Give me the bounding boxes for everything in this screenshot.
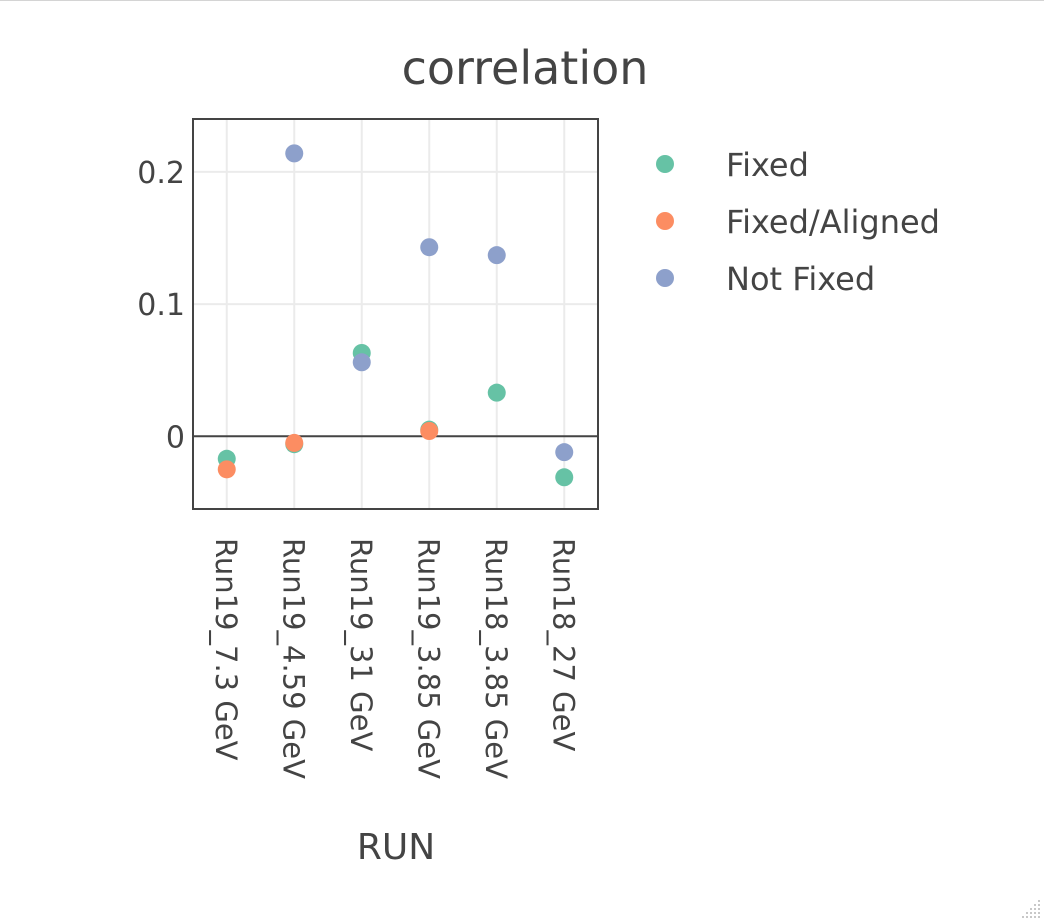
x-tick-label: Run19_3.85 GeV [411, 538, 445, 779]
point-not-fixed-1 [285, 144, 304, 163]
x-tick-label: Run18_3.85 GeV [479, 538, 513, 779]
legend-item-fixed-aligned[interactable]: Fixed/Aligned [656, 203, 940, 241]
plot-border [192, 118, 599, 510]
resize-grip-icon[interactable] [1016, 896, 1042, 922]
plot-background [193, 119, 598, 509]
legend-marker [656, 212, 674, 230]
legend-item-fixed[interactable]: Fixed [656, 146, 809, 184]
point-fixed-4 [487, 383, 506, 402]
chart-title: correlation [402, 41, 649, 95]
x-tick-label: Run19_31 GeV [344, 538, 378, 751]
legend-item-not-fixed[interactable]: Not Fixed [656, 260, 875, 298]
x-tick-label: Run19_4.59 GeV [276, 538, 310, 779]
point-fixed-5 [555, 468, 574, 487]
data-points [217, 144, 574, 487]
y-axis-ticks: 0 0.1 0.2 [137, 156, 185, 455]
plot-area [192, 118, 599, 510]
point-fixed-aligned-3 [420, 422, 439, 440]
point-not-fixed-4 [487, 246, 506, 265]
y-tick-label: 0 [166, 420, 185, 455]
x-axis-label: RUN [357, 827, 435, 868]
point-not-fixed-3 [420, 238, 439, 257]
top-border [0, 0, 1044, 1]
legend-label: Not Fixed [726, 260, 875, 298]
legend[interactable]: Fixed Fixed/Aligned Not Fixed [656, 146, 940, 298]
y-tick-label: 0.2 [137, 156, 185, 191]
legend-marker [656, 155, 674, 173]
point-fixed-aligned-0 [217, 460, 236, 479]
legend-marker [656, 269, 674, 287]
point-not-fixed-2 [352, 353, 371, 372]
legend-label: Fixed [726, 146, 809, 184]
x-tick-label: Run18_27 GeV [546, 538, 580, 751]
y-tick-label: 0.1 [137, 288, 185, 323]
point-not-fixed-5 [555, 443, 574, 462]
x-tick-label: Run19_7.3 GeV [209, 538, 243, 761]
legend-label: Fixed/Aligned [726, 203, 940, 241]
x-axis-ticks: Run19_7.3 GeV Run19_4.59 GeV Run19_31 GeV R… [209, 538, 581, 779]
point-fixed-aligned-1 [285, 433, 304, 452]
